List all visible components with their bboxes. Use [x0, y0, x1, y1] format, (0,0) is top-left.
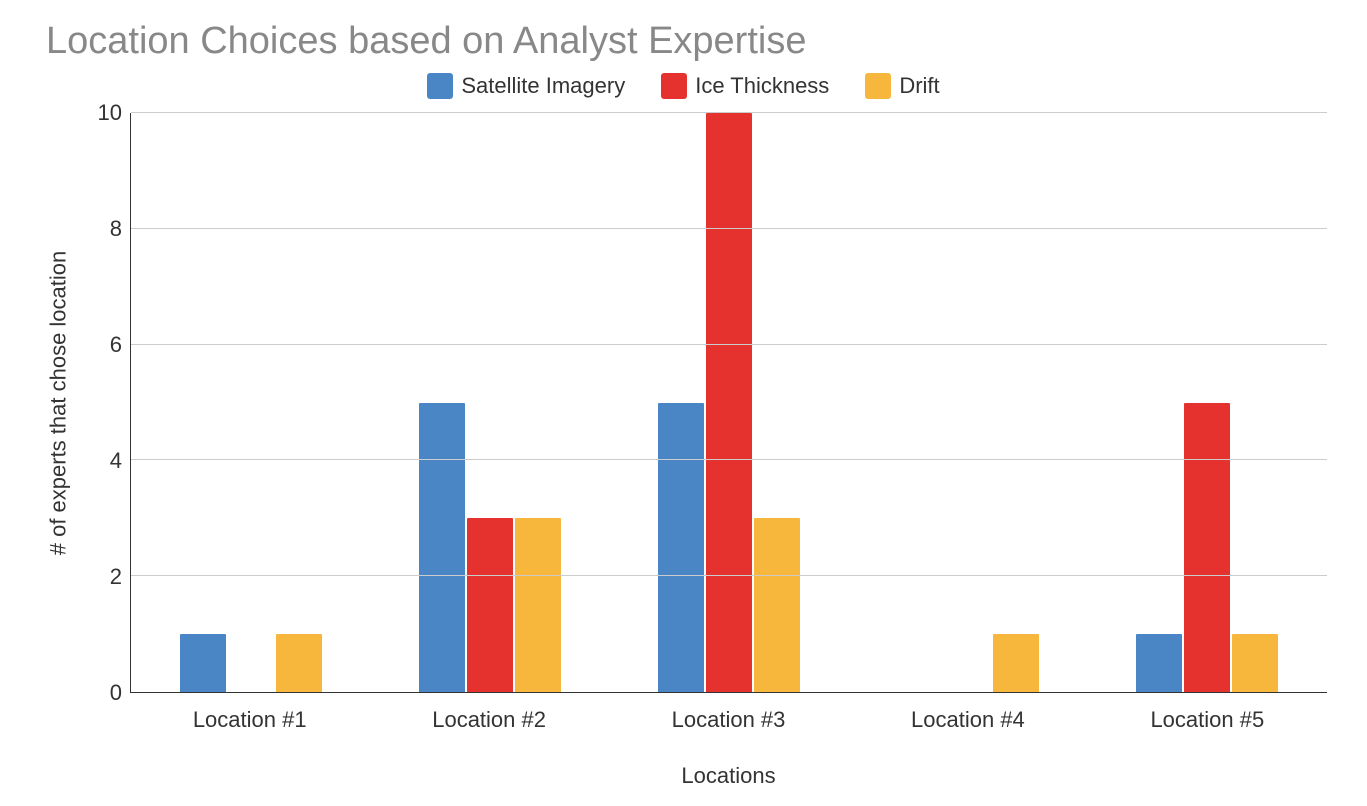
bar [1184, 403, 1230, 693]
y-tick-label: 2 [110, 564, 122, 590]
bar [419, 403, 465, 693]
y-tick-label: 6 [110, 332, 122, 358]
legend-item: Drift [865, 73, 939, 99]
bar-group [849, 113, 1088, 692]
chart-title: Location Choices based on Analyst Expert… [46, 20, 1327, 63]
y-tick-label: 10 [98, 100, 122, 126]
gridline [131, 344, 1327, 345]
bar-group [131, 113, 370, 692]
bar [706, 113, 752, 692]
legend-item: Satellite Imagery [427, 73, 625, 99]
legend-label: Satellite Imagery [461, 73, 625, 99]
legend-item: Ice Thickness [661, 73, 829, 99]
bar [467, 518, 513, 692]
bar-groups [131, 113, 1327, 692]
plot-row: # of experts that chose location 0246810 [40, 113, 1327, 693]
x-tick-label: Location #4 [848, 693, 1087, 733]
y-tick-label: 0 [110, 680, 122, 706]
y-axis-label-col: # of experts that chose location [40, 113, 76, 693]
bar [276, 634, 322, 692]
bar [754, 518, 800, 692]
plot-area [130, 113, 1327, 693]
bar [658, 403, 704, 693]
legend: Satellite Imagery Ice Thickness Drift [40, 73, 1327, 99]
legend-swatch [661, 73, 687, 99]
x-tick-label: Location #5 [1088, 693, 1327, 733]
legend-label: Ice Thickness [695, 73, 829, 99]
bar-group [370, 113, 609, 692]
y-tick-label: 4 [110, 448, 122, 474]
legend-label: Drift [899, 73, 939, 99]
gridline [131, 112, 1327, 113]
y-axis-label: # of experts that chose location [45, 251, 71, 556]
bar-group [609, 113, 848, 692]
x-tick-label: Location #2 [369, 693, 608, 733]
x-tick-label: Location #1 [130, 693, 369, 733]
legend-swatch [865, 73, 891, 99]
bar [993, 634, 1039, 692]
bar [1232, 634, 1278, 692]
bar [180, 634, 226, 692]
x-ticks-row: Location #1Location #2Location #3Locatio… [130, 693, 1327, 733]
gridline [131, 459, 1327, 460]
bar [1136, 634, 1182, 692]
gridline [131, 575, 1327, 576]
gridline [131, 228, 1327, 229]
bar [515, 518, 561, 692]
chart-container: Location Choices based on Analyst Expert… [0, 0, 1367, 806]
x-axis-label: Locations [130, 763, 1327, 789]
x-tick-label: Location #3 [609, 693, 848, 733]
legend-swatch [427, 73, 453, 99]
bar-group [1088, 113, 1327, 692]
y-ticks-col: 0246810 [76, 113, 130, 693]
y-tick-label: 8 [110, 216, 122, 242]
